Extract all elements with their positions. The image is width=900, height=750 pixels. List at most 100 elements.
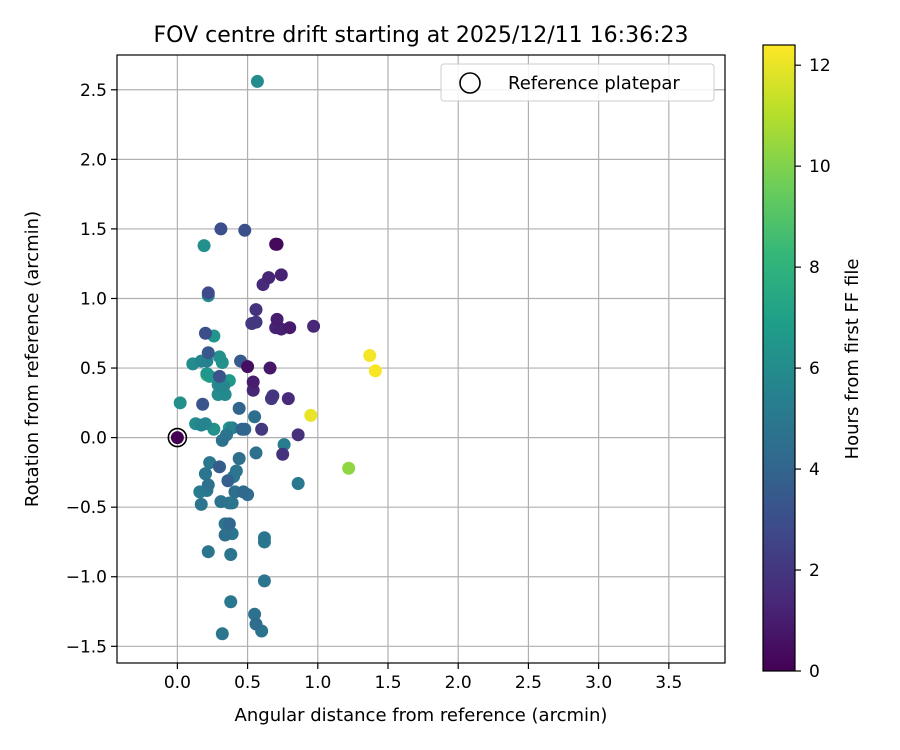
data-point xyxy=(213,350,227,364)
data-point xyxy=(201,286,215,300)
colorbar-tick-label: 2 xyxy=(809,561,820,581)
data-point xyxy=(263,361,277,375)
data-point xyxy=(224,547,238,561)
data-point xyxy=(307,319,321,333)
data-point xyxy=(241,360,255,374)
y-tick-label: 1.5 xyxy=(80,220,107,240)
data-point xyxy=(266,389,280,403)
colorbar-frame xyxy=(762,44,796,672)
legend-box xyxy=(440,63,715,102)
data-point xyxy=(238,223,252,237)
colorbar-tick-label: 8 xyxy=(809,258,820,278)
data-point xyxy=(170,431,184,445)
y-tick-label: −0.5 xyxy=(66,498,107,518)
data-point xyxy=(232,401,246,415)
data-point xyxy=(173,396,187,410)
data-point xyxy=(217,379,231,393)
y-tick-label: 1.0 xyxy=(80,289,107,309)
data-point xyxy=(304,408,318,422)
colorbar-tick-label: 4 xyxy=(809,460,820,480)
data-point xyxy=(194,418,208,432)
data-point xyxy=(201,478,215,492)
data-point xyxy=(276,447,290,461)
data-point xyxy=(201,545,215,559)
x-tick-label: 3.0 xyxy=(585,673,612,693)
data-point xyxy=(255,422,269,436)
data-point xyxy=(203,456,217,470)
legend-marker-icon xyxy=(459,72,481,94)
y-tick-label: −1.0 xyxy=(66,568,107,588)
legend-label: Reference platepar xyxy=(508,73,680,94)
data-point xyxy=(283,321,297,335)
data-point xyxy=(281,392,295,406)
chart-title: FOV centre drift starting at 2025/12/11 … xyxy=(154,23,689,48)
data-point xyxy=(291,428,305,442)
colorbar-tick-label: 6 xyxy=(809,359,820,379)
reference-marker xyxy=(167,427,188,448)
data-point xyxy=(201,346,215,360)
data-point xyxy=(197,239,211,253)
data-point xyxy=(214,222,228,236)
data-point xyxy=(196,397,210,411)
y-tick-label: 0.5 xyxy=(80,359,107,379)
data-point xyxy=(363,349,377,363)
data-point xyxy=(235,422,249,436)
x-tick-label: 0.5 xyxy=(234,673,261,693)
data-point xyxy=(249,446,263,460)
y-axis-ticks: −1.5 −1.0 −0.5 0.0 0.5 1.0 1.5 2.0 2.5 xyxy=(66,81,117,657)
data-point xyxy=(248,607,262,621)
x-tick-label: 1.0 xyxy=(304,673,331,693)
x-tick-label: 2.5 xyxy=(515,673,542,693)
x-tick-label: 0.0 xyxy=(164,673,191,693)
data-point xyxy=(214,495,228,509)
data-point xyxy=(257,531,271,545)
data-point xyxy=(198,467,212,481)
colorbar-tick-label: 12 xyxy=(809,56,831,76)
data-point xyxy=(229,464,243,478)
x-axis-ticks: 0.0 0.5 1.0 1.5 2.0 2.5 3.0 3.5 xyxy=(164,663,682,693)
data-point xyxy=(262,271,276,285)
colorbar-bar xyxy=(763,45,795,671)
data-point xyxy=(215,433,229,447)
colorbar-label: Hours from first FF file xyxy=(842,259,863,460)
data-point xyxy=(246,375,260,389)
colorbar: 0 2 4 6 8 10 12 Hours from first FF file xyxy=(762,44,863,682)
data-point xyxy=(269,237,283,251)
x-tick-label: 1.5 xyxy=(374,673,401,693)
data-point xyxy=(236,485,250,499)
data-point xyxy=(274,268,288,282)
y-axis-label: Rotation from reference (arcmin) xyxy=(22,211,43,507)
data-point xyxy=(222,517,236,531)
data-point xyxy=(277,438,291,452)
colorbar-tick-label: 10 xyxy=(809,157,831,177)
data-point xyxy=(291,477,305,491)
data-point xyxy=(250,74,264,88)
y-tick-label: 0.0 xyxy=(80,429,107,449)
x-tick-label: 3.5 xyxy=(655,673,682,693)
x-axis-label: Angular distance from reference (arcmin) xyxy=(235,705,608,726)
colorbar-tick-label: 0 xyxy=(809,662,820,682)
data-point xyxy=(213,369,227,383)
data-point xyxy=(270,312,284,326)
y-tick-label: 2.0 xyxy=(80,150,107,170)
legend: Reference platepar xyxy=(440,63,715,102)
data-point xyxy=(218,528,232,542)
data-point xyxy=(248,410,262,424)
colorbar-ticks: 0 2 4 6 8 10 12 xyxy=(795,56,831,682)
data-point xyxy=(342,461,356,475)
data-points xyxy=(170,74,382,641)
data-point xyxy=(249,617,263,631)
y-tick-label: −1.5 xyxy=(66,637,107,657)
data-point xyxy=(221,474,235,488)
data-point xyxy=(200,367,214,381)
data-point xyxy=(198,326,212,340)
plot-frame xyxy=(116,54,726,664)
data-point xyxy=(224,595,238,609)
data-point xyxy=(215,627,229,641)
data-point xyxy=(257,574,271,588)
data-point xyxy=(194,497,208,511)
data-point xyxy=(232,451,246,465)
y-tick-label: 2.5 xyxy=(80,81,107,101)
data-point xyxy=(249,315,263,329)
